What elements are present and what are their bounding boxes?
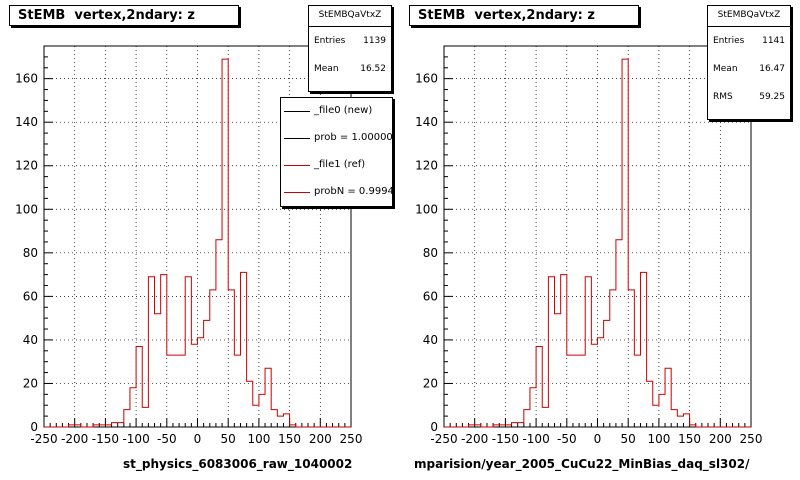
y-tick-label: 0: [30, 420, 38, 434]
x-tick-label: -150: [492, 432, 519, 446]
legend-entry-ref: _file1 (ref): [281, 152, 392, 179]
y-tick-label: 140: [15, 115, 38, 129]
x-tick-label: 0: [194, 432, 202, 446]
y-tick-label: 80: [23, 246, 38, 260]
y-tick-label: 80: [423, 246, 438, 260]
y-tick-label: 140: [415, 115, 438, 129]
legend-line-ref: [284, 165, 310, 166]
y-tick-label: 160: [15, 72, 38, 86]
y-tick-label: 60: [23, 289, 38, 303]
x-tick-label: -250: [430, 432, 457, 446]
legend-entry-probn: probN = 0.999437: [281, 179, 392, 206]
x-tick-label: 0: [594, 432, 602, 446]
x-axis-title-2: mparision/year_2005_CuCu22_MinBias_daq_s…: [414, 457, 750, 471]
y-tick-label: 100: [415, 202, 438, 216]
stats-box-1: StEMBQaVtxZ Entries 1139 Mean 16.52: [308, 5, 392, 92]
stats-entries-row: Entries 1139: [314, 36, 386, 46]
stats-mean-row: Mean 16.52: [314, 64, 386, 74]
y-tick-label: 40: [23, 333, 38, 347]
legend-box: _file0 (new) prob = 1.000000 _file1 (ref…: [280, 97, 393, 207]
y-tick-label: 0: [430, 420, 438, 434]
x-tick-label: -250: [30, 432, 57, 446]
x-tick-label: -100: [522, 432, 549, 446]
x-tick-label: 200: [309, 432, 332, 446]
stats-box-2: StEMBQaVtxZ Entries 1141 Mean 16.47 RMS …: [707, 5, 791, 120]
x-tick-label: -50: [557, 432, 577, 446]
stats-rms-row: RMS 59.25: [713, 92, 785, 102]
legend-line-prob: [284, 138, 310, 139]
x-tick-label: -200: [61, 432, 88, 446]
legend-entry-prob: prob = 1.000000: [281, 125, 392, 152]
x-tick-label: -150: [92, 432, 119, 446]
x-tick-label: 200: [709, 432, 732, 446]
plot-frame: [443, 45, 752, 428]
panel2-title: StEMB vertex,2ndary: z: [409, 5, 639, 26]
legend-entry-new: _file0 (new): [281, 98, 392, 125]
y-tick-label: 160: [415, 72, 438, 86]
stats-box-name: StEMBQaVtxZ: [309, 6, 391, 27]
panel1-title: StEMB vertex,2ndary: z: [9, 5, 239, 26]
x-tick-label: 50: [621, 432, 636, 446]
y-tick-label: 100: [15, 202, 38, 216]
stats-box-name: StEMBQaVtxZ: [708, 6, 790, 27]
y-tick-label: 120: [15, 159, 38, 173]
histogram-plot-2: -250 -200 -150 -100 -50 0 50 100 150 200 250 0 20 40 6…: [415, 45, 763, 446]
y-tick-label: 60: [423, 289, 438, 303]
histogram-series-line: [444, 58, 751, 428]
x-tick-label: 150: [278, 432, 301, 446]
legend-line-probn: [284, 192, 310, 193]
stats-entries-row: Entries 1141: [713, 36, 785, 46]
x-axis-title-1: st_physics_6083006_raw_1040002: [123, 457, 353, 471]
x-tick-label: 100: [247, 432, 270, 446]
x-tick-label: 250: [340, 432, 363, 446]
x-tick-label: 150: [678, 432, 701, 446]
x-tick-label: -50: [157, 432, 177, 446]
y-tick-label: 120: [415, 159, 438, 173]
y-tick-label: 20: [23, 376, 38, 390]
y-tick-label: 40: [423, 333, 438, 347]
x-tick-label: 250: [740, 432, 763, 446]
x-tick-label: 100: [647, 432, 670, 446]
legend-line-new: [284, 111, 310, 112]
stats-mean-row: Mean 16.47: [713, 64, 785, 74]
x-tick-label: -200: [461, 432, 488, 446]
histogram-series-line: [44, 58, 351, 428]
y-tick-label: 20: [423, 376, 438, 390]
x-tick-label: -100: [122, 432, 149, 446]
x-tick-label: 50: [221, 432, 236, 446]
